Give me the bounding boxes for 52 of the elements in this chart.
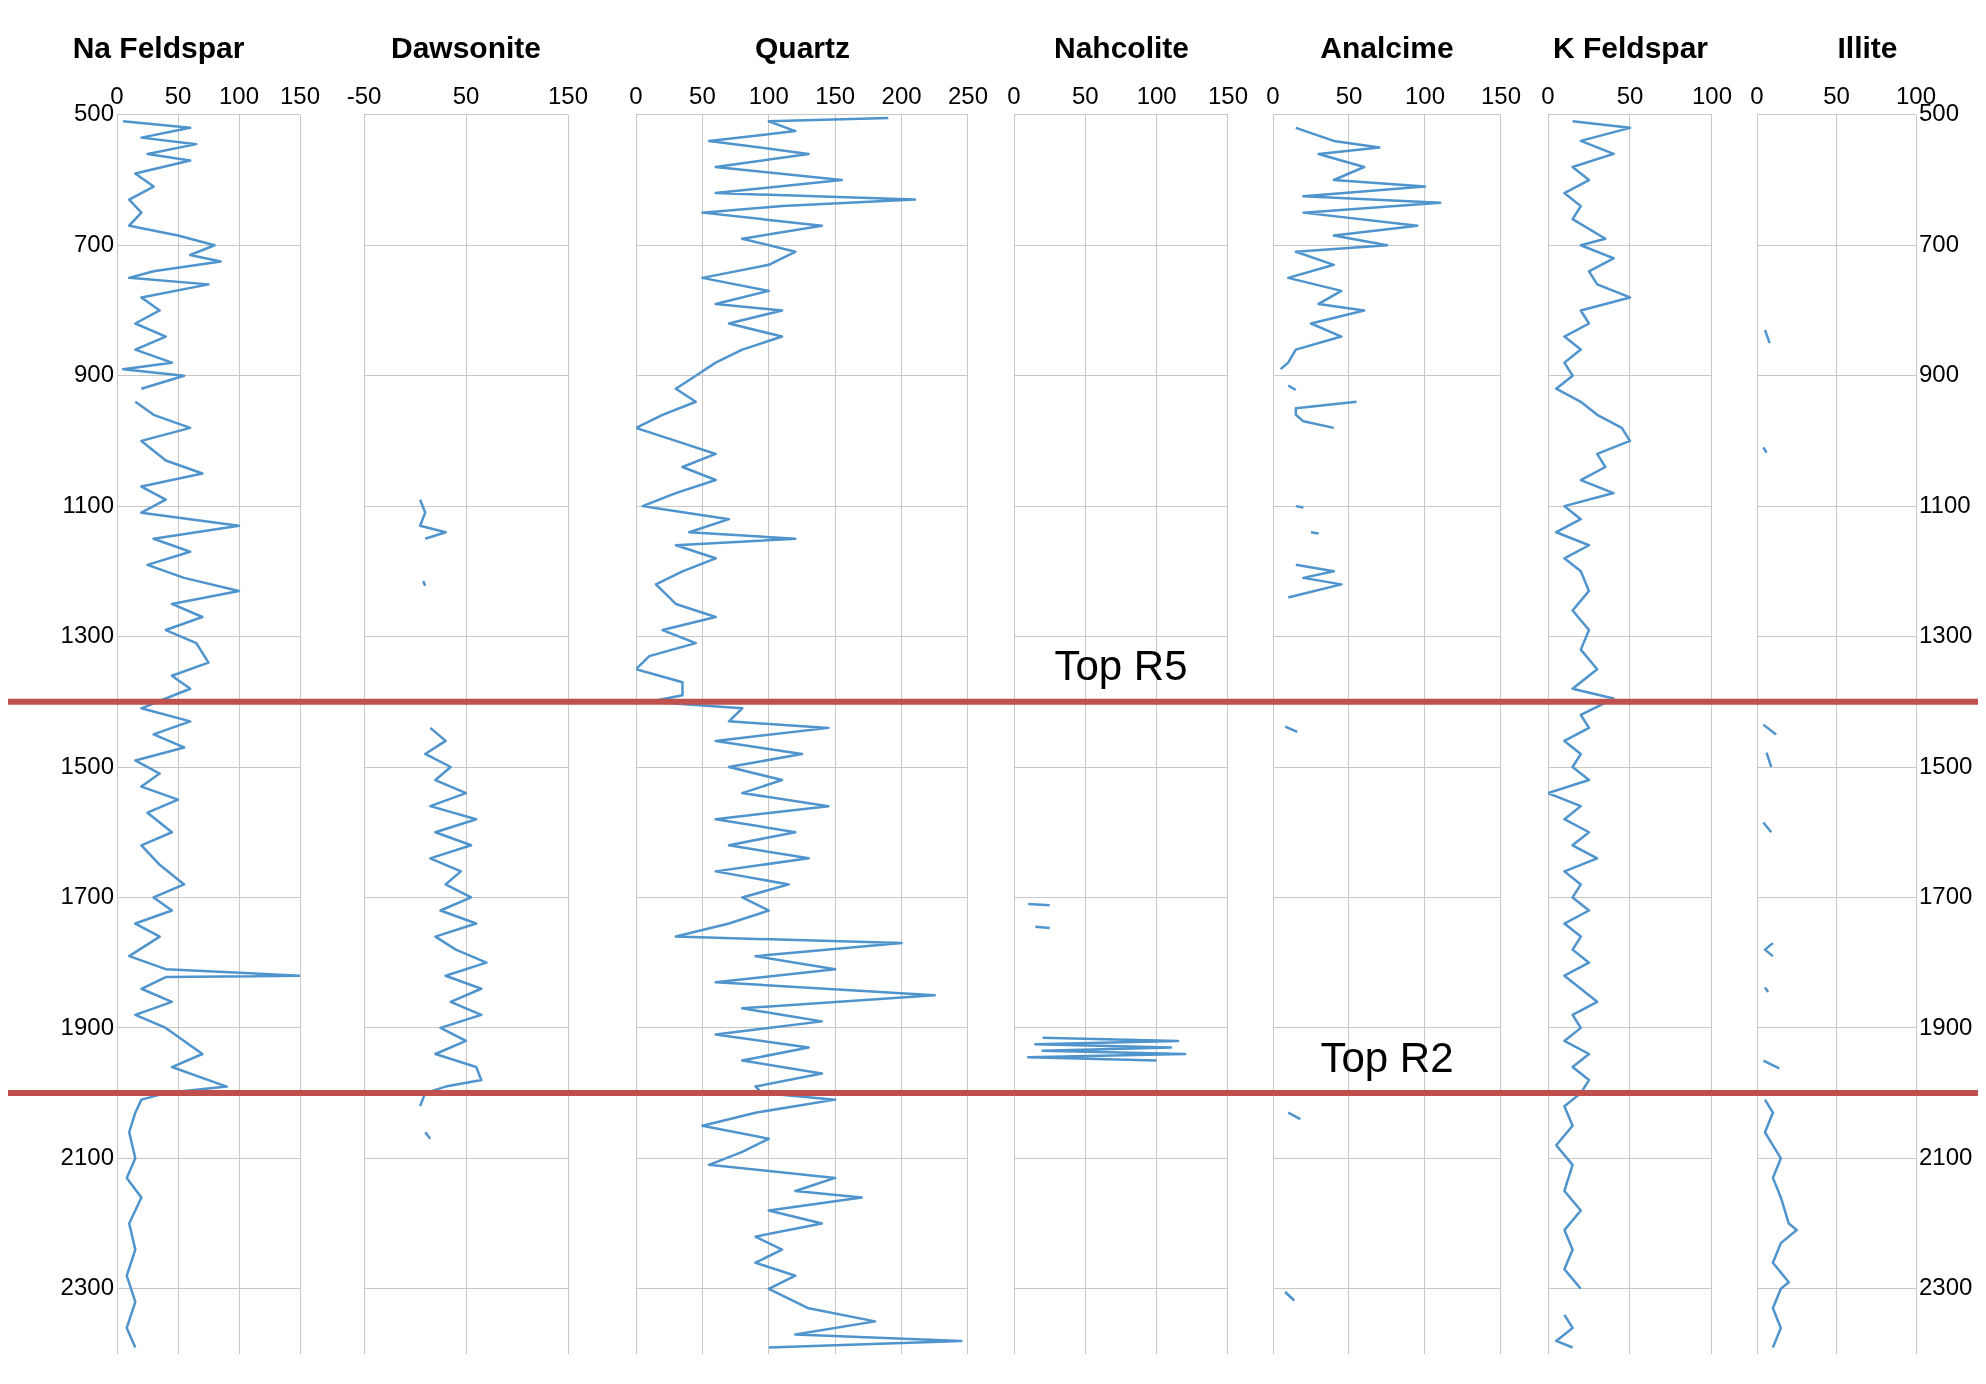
chart-title: Na Feldspar — [72, 31, 245, 65]
y-tick-label: 1300 — [1919, 621, 1973, 649]
y-tick-label: 1500 — [60, 751, 114, 779]
x-tick-label: 0 — [1266, 82, 1280, 110]
y-tick-label: 1700 — [60, 882, 114, 910]
x-tick-label: 50 — [164, 82, 192, 110]
y-tick-label: 900 — [73, 360, 114, 388]
y-tick-label: 1100 — [1919, 490, 1971, 518]
chart-title: Quartz — [754, 31, 851, 65]
y-tick-label: 2100 — [60, 1142, 114, 1170]
y-tick-label: 1900 — [60, 1012, 114, 1040]
y-tick-label: 1100 — [62, 490, 114, 518]
x-tick-label: 0 — [1541, 82, 1555, 110]
x-tick-label: 50 — [1616, 82, 1644, 110]
x-tick-label: 150 — [815, 82, 856, 110]
x-tick-label: 150 — [279, 82, 321, 110]
y-tick-label: 1900 — [1919, 1012, 1973, 1040]
x-tick-label: 150 — [1480, 82, 1521, 110]
chart-title: Analcime — [1320, 31, 1454, 65]
x-tick-label: 250 — [947, 82, 988, 110]
x-tick-label: -50 — [346, 82, 382, 110]
y-tick-label: 900 — [1919, 360, 1960, 388]
y-tick-label: 1300 — [60, 621, 114, 649]
y-tick-label: 700 — [1919, 229, 1960, 257]
x-tick-label: 100 — [218, 82, 260, 110]
y-tick-label: 2300 — [1919, 1273, 1973, 1301]
x-tick-label: 50 — [1071, 82, 1099, 110]
x-tick-label: 150 — [1207, 82, 1248, 110]
chart-title: Nahcolite — [1053, 31, 1190, 65]
y-tick-label: 2300 — [60, 1273, 114, 1301]
x-tick-label: 100 — [748, 82, 789, 110]
x-tick-label: 100 — [1136, 82, 1177, 110]
y-tick-label: 700 — [73, 229, 114, 257]
y-tick-label: 1500 — [1919, 751, 1973, 779]
x-tick-label: 50 — [452, 82, 480, 110]
x-tick-label: 50 — [689, 82, 716, 110]
x-tick-label: 0 — [1007, 82, 1021, 110]
chart-title: Dawsonite — [390, 31, 542, 65]
ref-line-label: Top R2 — [1320, 1033, 1454, 1081]
chart-title: K Feldspar — [1552, 31, 1709, 65]
x-tick-label: 0 — [629, 82, 643, 110]
x-tick-label: 150 — [547, 82, 589, 110]
chart-title: Illite — [1837, 31, 1898, 65]
x-tick-label: 100 — [1404, 82, 1446, 110]
x-tick-label: 50 — [1335, 82, 1363, 110]
y-tick-label: 2100 — [1919, 1142, 1973, 1170]
x-tick-label: 0 — [1750, 82, 1764, 110]
ref-line-label: Top R5 — [1054, 642, 1188, 690]
x-tick-label: 200 — [881, 82, 922, 110]
y-tick-label: 1700 — [1919, 882, 1973, 910]
x-tick-label: 50 — [1823, 82, 1850, 110]
x-tick-label: 100 — [1691, 82, 1732, 110]
